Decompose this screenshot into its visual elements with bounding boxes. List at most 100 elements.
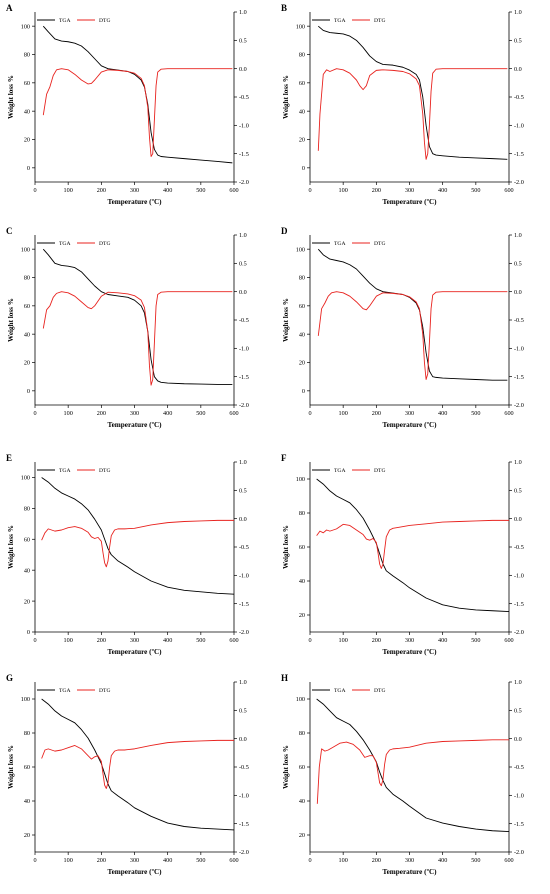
series-line-tga <box>317 248 508 381</box>
series-line-dtg <box>42 68 233 157</box>
y-tick-label-right: -1.0 <box>514 573 524 580</box>
y-tick-label-left: 80 <box>24 52 30 59</box>
x-tick-label: 100 <box>339 410 348 417</box>
x-tick-label: 200 <box>97 187 106 194</box>
x-tick-label: 500 <box>196 637 205 644</box>
panel-letter: E <box>6 453 12 463</box>
legend-label-tga: TGA <box>59 18 71 24</box>
legend-label-tga: TGA <box>59 241 71 247</box>
panel-letter: D <box>281 226 288 236</box>
legend-label-dtg: DTG <box>374 688 386 694</box>
y-tick-label-left: 80 <box>299 730 305 737</box>
y-tick-label-left: 80 <box>24 506 30 513</box>
y-tick-label-left: 20 <box>24 137 30 144</box>
y-tick-label-right: -1.5 <box>239 374 249 381</box>
y-tick-label-left: 100 <box>21 23 30 30</box>
x-tick-label: 200 <box>372 857 381 864</box>
y-tick-label-right: 0.0 <box>239 736 247 743</box>
x-tick-label: 200 <box>97 410 106 417</box>
y-tick-label-left: 40 <box>24 567 30 574</box>
x-tick-label: 100 <box>64 637 73 644</box>
y-tick-label-left: 80 <box>24 275 30 282</box>
x-tick-label: 500 <box>196 187 205 194</box>
y-tick-label-right: -2.0 <box>514 849 524 856</box>
panel-letter: C <box>6 226 13 236</box>
y-tick-label-right: -1.0 <box>239 123 249 130</box>
x-tick-label: 0 <box>33 410 36 417</box>
legend-label-dtg: DTG <box>99 18 111 24</box>
y-axis-title: Weight loss % <box>282 298 290 342</box>
y-tick-label-right: 0.0 <box>514 736 522 743</box>
y-tick-label-right: 1.0 <box>514 459 522 466</box>
chart-panel-c: C 0 100 200 300 400 500 600 0 20 40 60 80 100 -2.0 -1.5… <box>6 226 249 429</box>
y-axis-title: Weight loss % <box>7 745 15 789</box>
y-tick-label-right: 0.5 <box>239 38 247 45</box>
y-tick-label-right: -0.5 <box>239 94 249 101</box>
y-tick-label-right: -1.0 <box>239 573 249 580</box>
x-tick-label: 0 <box>308 857 311 864</box>
y-tick-label-right: 0.0 <box>239 66 247 73</box>
x-tick-label: 600 <box>504 187 513 194</box>
y-tick-label-left: 40 <box>24 798 30 805</box>
chart-panel-b: B 0 100 200 300 400 500 600 0 20 40 60 80 100 -2.0 -1.5… <box>281 3 524 206</box>
x-tick-label: 300 <box>405 187 414 194</box>
y-tick-label-right: 1.0 <box>514 9 522 16</box>
panel-letter: G <box>6 673 13 683</box>
x-tick-label: 100 <box>339 637 348 644</box>
y-tick-label-right: 0.5 <box>514 708 522 715</box>
x-tick-label: 0 <box>33 857 36 864</box>
y-tick-label-left: 40 <box>299 578 305 585</box>
y-tick-label-right: 0.0 <box>514 66 522 73</box>
y-tick-label-right: -1.5 <box>239 821 249 828</box>
legend-label-tga: TGA <box>59 688 71 694</box>
y-tick-label-left: 60 <box>24 80 30 87</box>
y-tick-label-left: 100 <box>296 23 305 30</box>
series-line-dtg <box>42 291 233 386</box>
x-tick-label: 600 <box>229 187 238 194</box>
legend-label-tga: TGA <box>334 468 346 474</box>
series-line-dtg <box>316 739 509 804</box>
y-tick-label-left: 100 <box>296 696 305 703</box>
y-tick-label-left: 20 <box>299 832 305 839</box>
x-tick-label: 600 <box>504 857 513 864</box>
x-tick-label: 400 <box>163 637 172 644</box>
x-tick-label: 600 <box>229 637 238 644</box>
y-tick-label-right: 0.0 <box>239 289 247 296</box>
y-tick-label-right: -0.5 <box>514 94 524 101</box>
series-line-dtg <box>41 739 234 789</box>
x-tick-label: 600 <box>504 637 513 644</box>
y-tick-label-right: -1.5 <box>239 601 249 608</box>
series-line-dtg <box>317 68 508 160</box>
y-tick-label-left: 40 <box>299 331 305 338</box>
x-tick-label: 300 <box>130 857 139 864</box>
x-axis-title: Temperature (ºC) <box>107 421 162 429</box>
legend-label-dtg: DTG <box>99 241 111 247</box>
x-tick-label: 200 <box>372 187 381 194</box>
y-tick-label-left: 40 <box>24 108 30 115</box>
series-line-dtg <box>317 291 508 380</box>
y-tick-label-right: 0.5 <box>239 708 247 715</box>
series-line-tga <box>42 248 233 385</box>
y-axis-title: Weight loss % <box>282 525 290 569</box>
legend-label-tga: TGA <box>334 688 346 694</box>
y-tick-label-right: -0.5 <box>239 544 249 551</box>
y-tick-label-left: 60 <box>24 536 30 543</box>
series-line-tga <box>317 25 508 160</box>
x-tick-label: 400 <box>163 410 172 417</box>
panel-letter: F <box>281 453 287 463</box>
chart-panel-h: H 0 100 200 300 400 500 600 20 40 60 80 100 -2.0 -1.5 -… <box>281 673 524 876</box>
y-tick-label-right: -2.0 <box>514 179 524 186</box>
x-tick-label: 100 <box>339 857 348 864</box>
x-tick-label: 100 <box>339 187 348 194</box>
y-tick-label-left: 100 <box>21 696 30 703</box>
y-tick-label-left: 20 <box>24 360 30 367</box>
legend-label-dtg: DTG <box>99 468 111 474</box>
legend-label-tga: TGA <box>334 18 346 24</box>
y-tick-label-right: -0.5 <box>514 317 524 324</box>
y-tick-label-left: 80 <box>24 730 30 737</box>
x-tick-label: 500 <box>196 410 205 417</box>
panel-letter: A <box>6 3 13 13</box>
x-axis-title: Temperature (ºC) <box>107 198 162 206</box>
y-tick-label-left: 80 <box>299 275 305 282</box>
x-tick-label: 100 <box>64 410 73 417</box>
